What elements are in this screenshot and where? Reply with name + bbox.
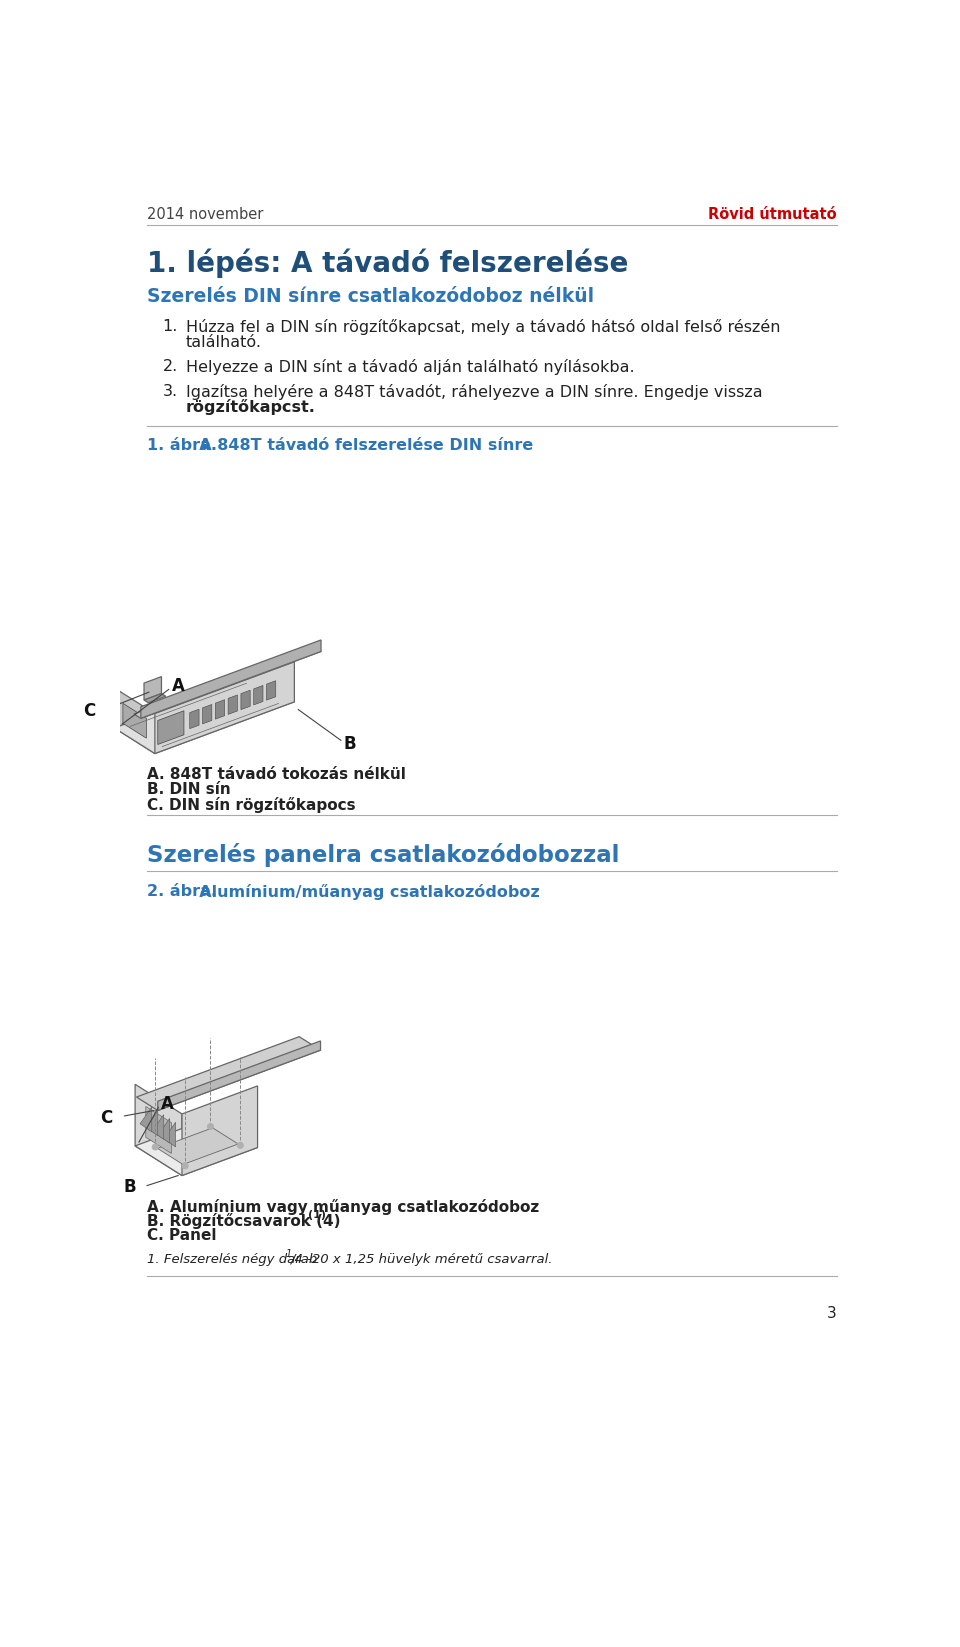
Text: 1. lépés: A távadó felszerelése: 1. lépés: A távadó felszerelése <box>147 249 629 278</box>
Polygon shape <box>135 1118 257 1176</box>
Text: 1. ábra.: 1. ábra. <box>147 438 217 453</box>
Text: C. Panel: C. Panel <box>147 1229 217 1243</box>
Text: rögzítőkapcst.: rögzítőkapcst. <box>186 399 316 415</box>
Polygon shape <box>190 710 199 728</box>
Text: /4 -20 x 1,25 hüvelyk méretű csavarral.: /4 -20 x 1,25 hüvelyk méretű csavarral. <box>291 1252 553 1265</box>
Text: 1.: 1. <box>162 320 178 334</box>
Text: B: B <box>344 735 356 753</box>
Text: 2014 november: 2014 november <box>147 208 263 222</box>
Text: 3.: 3. <box>162 384 178 399</box>
Text: B. DIN sín: B. DIN sín <box>147 782 230 797</box>
Text: A: A <box>172 677 184 695</box>
Text: Szerelés DIN sínre csatlakozódoboz nélkül: Szerelés DIN sínre csatlakozódoboz nélkü… <box>147 287 594 306</box>
Text: C: C <box>100 1108 112 1127</box>
Text: C. DIN sín rögzítőkapocs: C. DIN sín rögzítőkapocs <box>147 797 356 812</box>
Polygon shape <box>182 1085 257 1176</box>
Polygon shape <box>253 685 263 705</box>
Text: Helyezze a DIN sínt a távadó alján található nyílásokba.: Helyezze a DIN sínt a távadó alján talál… <box>186 359 635 376</box>
Polygon shape <box>134 647 321 718</box>
Polygon shape <box>135 1084 182 1176</box>
Polygon shape <box>114 688 155 754</box>
Text: B. Rögzítőcsavarok (4): B. Rögzítőcsavarok (4) <box>147 1214 341 1229</box>
Polygon shape <box>157 1128 238 1164</box>
Text: 2. ábra.: 2. ábra. <box>147 884 217 899</box>
Polygon shape <box>144 693 166 703</box>
Text: A. Alumínium vagy műanyag csatlakozódoboz: A. Alumínium vagy műanyag csatlakozódobo… <box>147 1199 540 1214</box>
Text: 3: 3 <box>828 1306 837 1321</box>
Text: 2.: 2. <box>162 359 178 374</box>
Text: Rövid útmutató: Rövid útmutató <box>708 208 837 222</box>
Text: Szerelés panelra csatlakozódobozzal: Szerelés panelra csatlakozódobozzal <box>147 843 619 866</box>
Circle shape <box>207 1123 213 1130</box>
Polygon shape <box>157 1041 321 1110</box>
Polygon shape <box>157 712 184 744</box>
Text: Húzza fel a DIN sín rögzítőkapcsat, mely a távadó hátsó oldal felső részén: Húzza fel a DIN sín rögzítőkapcsat, mely… <box>186 320 780 336</box>
Polygon shape <box>228 695 237 715</box>
Text: (1): (1) <box>308 1211 326 1220</box>
Polygon shape <box>136 1036 321 1110</box>
Text: 1. Felszerelés négy darab: 1. Felszerelés négy darab <box>147 1252 318 1265</box>
Polygon shape <box>141 641 321 718</box>
Polygon shape <box>152 1115 163 1140</box>
Text: Alumínium/műanyag csatlakozódoboz: Alumínium/műanyag csatlakozódoboz <box>188 884 540 901</box>
Text: található.: található. <box>186 334 262 349</box>
Polygon shape <box>155 662 295 754</box>
Text: B: B <box>124 1178 136 1196</box>
Text: C: C <box>84 702 95 720</box>
Circle shape <box>182 1163 188 1169</box>
Polygon shape <box>146 1110 157 1135</box>
Circle shape <box>153 1145 158 1150</box>
Polygon shape <box>267 680 276 700</box>
Polygon shape <box>215 700 225 720</box>
Polygon shape <box>164 1122 176 1146</box>
Text: Igazítsa helyére a 848T távadót, ráhelyezve a DIN sínre. Engedje vissza: Igazítsa helyére a 848T távadót, ráhelye… <box>186 384 762 400</box>
Polygon shape <box>146 1107 171 1153</box>
Polygon shape <box>241 690 251 710</box>
Text: 1: 1 <box>285 1248 291 1258</box>
Polygon shape <box>123 703 146 738</box>
Polygon shape <box>144 677 161 700</box>
Polygon shape <box>158 1118 170 1143</box>
Text: A 848T távadó felszerelése DIN sínre: A 848T távadó felszerelése DIN sínre <box>188 438 534 453</box>
Circle shape <box>237 1143 244 1148</box>
Polygon shape <box>114 677 295 754</box>
Polygon shape <box>140 1107 152 1131</box>
Polygon shape <box>203 705 212 725</box>
Text: A. 848T távadó tokozás nélkül: A. 848T távadó tokozás nélkül <box>147 768 406 782</box>
Text: A: A <box>160 1095 174 1112</box>
